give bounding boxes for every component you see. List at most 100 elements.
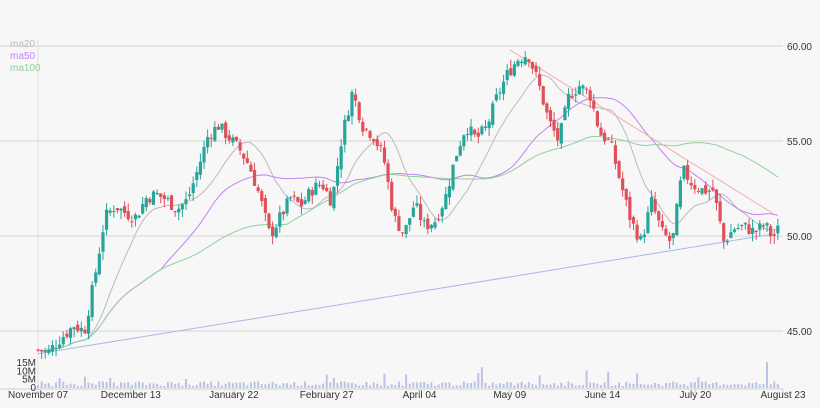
candle-body [613, 145, 618, 164]
candle-body [678, 180, 683, 208]
volume-bar [628, 383, 631, 388]
legend-label-ma50: ma50 [10, 51, 35, 62]
volume-bar [545, 384, 548, 388]
volume-bar [719, 385, 722, 388]
volume-bar [174, 383, 177, 388]
volume-bar [498, 383, 501, 388]
candle-body [76, 324, 80, 331]
volume-bar [138, 381, 141, 388]
price-tick-label: 55.00 [787, 137, 812, 148]
candle-body [603, 132, 607, 142]
volume-bar [282, 383, 285, 388]
volume-bar [733, 384, 736, 388]
volume-bar [459, 385, 462, 388]
volume-tick-label: 10M [17, 366, 36, 377]
candle-body [267, 213, 271, 228]
volume-bar [708, 384, 711, 388]
candle-body [411, 207, 415, 217]
candle-body [664, 228, 668, 236]
volume-bar [711, 382, 714, 388]
volume-bar [65, 384, 68, 388]
candle-body [718, 201, 722, 222]
volume-bar [361, 385, 364, 388]
volume-bar [322, 383, 325, 388]
volume-bar [109, 378, 112, 388]
volume-bar [563, 385, 566, 388]
candle-body [404, 225, 408, 235]
candles [36, 51, 780, 359]
candle-body [256, 187, 260, 192]
volume-bar [571, 383, 574, 388]
candle-body [292, 195, 296, 197]
volume-bar [62, 381, 65, 388]
support-trendline [37, 233, 773, 355]
candle-body [635, 224, 639, 240]
volume-tick-label: 5M [22, 375, 36, 386]
candle-body [393, 208, 397, 216]
candle-body [570, 95, 574, 98]
candle-body [631, 217, 636, 224]
candle-body [187, 194, 192, 197]
candle-body [483, 126, 488, 128]
candle-body [357, 102, 361, 121]
candle-body [671, 233, 675, 239]
candle-body [263, 198, 267, 213]
candle-body [278, 212, 282, 227]
candle-body [310, 190, 314, 196]
volume-bar [271, 381, 274, 388]
candle-body [476, 132, 480, 137]
candle-body [332, 186, 336, 209]
candle-body [130, 221, 134, 223]
candle-body [750, 227, 755, 234]
volume-bar [127, 381, 130, 388]
volume-bar [159, 385, 162, 388]
candle-body [523, 57, 527, 65]
volume-bar [332, 378, 335, 388]
volume-bar [195, 384, 198, 388]
candle-body [166, 197, 170, 199]
candle-body [559, 123, 563, 144]
volume-bar [148, 383, 151, 388]
candle-body [747, 224, 751, 234]
volume-bar [683, 383, 686, 388]
candle-body [68, 328, 73, 338]
date-tick-label: January 22 [209, 390, 259, 401]
candle-body [112, 211, 116, 213]
volume-bar [632, 383, 635, 388]
volume-bar [715, 381, 718, 388]
candle-body [639, 235, 643, 240]
volume-bar [112, 382, 115, 388]
candle-body [494, 94, 498, 101]
volume-bar [387, 385, 390, 388]
candle-body [285, 198, 289, 214]
volume-bar [462, 381, 465, 388]
volume-bar [347, 382, 350, 388]
candle-body [234, 136, 239, 141]
volume-bar [170, 382, 173, 388]
candle-body [704, 185, 708, 194]
candle-body [335, 166, 340, 186]
ma100-line [37, 135, 779, 352]
volume-bar [527, 381, 530, 388]
volume-bar [766, 362, 769, 388]
volume-bar [278, 385, 281, 388]
candle-body [487, 121, 491, 129]
candle-body [317, 184, 322, 186]
candle-body [512, 64, 516, 76]
candle-body [473, 129, 477, 135]
candle-body [606, 138, 610, 140]
candle-body [307, 189, 311, 202]
volume-bar [141, 382, 144, 388]
candle-body [689, 182, 693, 186]
candle-body [732, 229, 737, 232]
candle-body [455, 155, 459, 162]
candle-body [696, 190, 701, 192]
volume-bar [343, 381, 346, 388]
candle-body [660, 221, 664, 228]
volume-bar [188, 384, 191, 388]
volume-bar [44, 383, 47, 388]
candle-body [104, 209, 109, 230]
volume-bar [672, 381, 675, 388]
